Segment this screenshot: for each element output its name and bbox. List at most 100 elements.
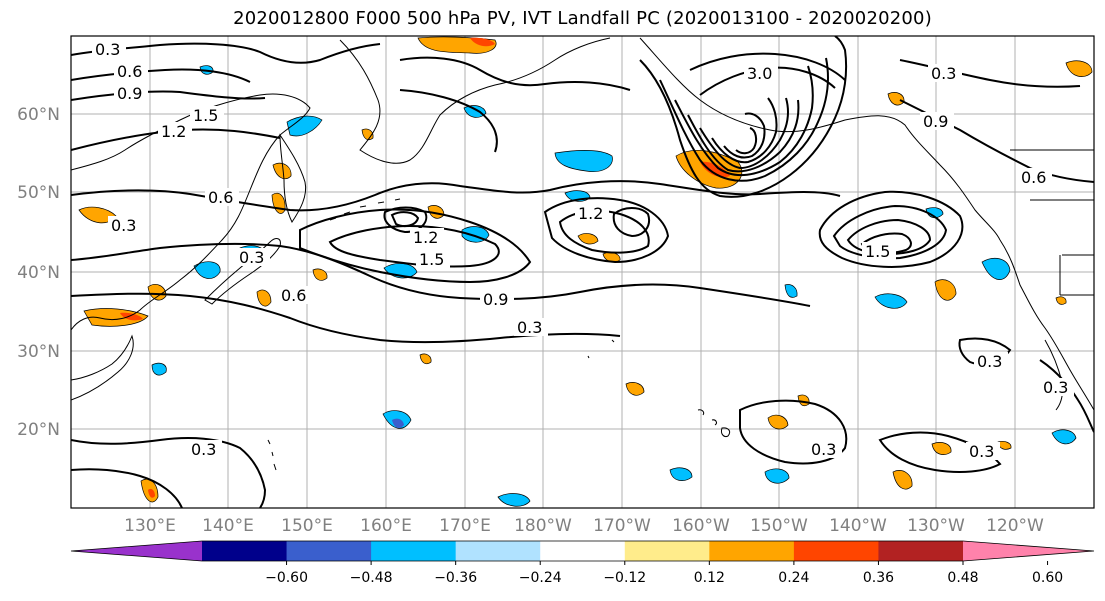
positive-core <box>470 37 495 47</box>
contour-line <box>399 56 631 91</box>
contour-label: 0.3 <box>969 442 994 461</box>
lat-label: 60°N <box>17 105 60 125</box>
coastlines <box>71 37 1094 471</box>
positive-patch <box>997 441 1012 450</box>
positive-core <box>700 161 730 178</box>
negative-patch <box>981 257 1011 280</box>
contour-line <box>878 431 1002 473</box>
contour-line <box>383 206 428 234</box>
contour-label: 0.3 <box>517 318 542 337</box>
negative-core <box>392 418 404 428</box>
colorbar-tick-label: −0.60 <box>265 570 308 586</box>
contour-label: 0.6 <box>281 286 306 305</box>
contour-line <box>71 242 811 307</box>
positive-patch <box>312 268 328 281</box>
latitude-labels: 60°N 50°N 40°N 30°N 20°N <box>17 105 60 440</box>
negative-patch <box>784 284 798 298</box>
contour-line <box>1039 359 1094 433</box>
positive-patch <box>272 162 292 179</box>
contour-label: 1.2 <box>578 204 603 223</box>
contour-line <box>699 97 789 170</box>
contour-label: 0.3 <box>1043 378 1068 397</box>
colorbar-ticks: −0.60 −0.48 −0.36 −0.24 −0.12 0.12 0.24 0.36 0.4… <box>265 561 1063 586</box>
lat-label: 50°N <box>17 183 60 203</box>
lon-label: 160°W <box>672 516 730 536</box>
contour-line <box>390 211 420 227</box>
lat-label: 30°N <box>17 342 60 362</box>
colorbar-segment <box>709 541 795 561</box>
colorbar-segment <box>286 541 372 561</box>
contour-label: 0.9 <box>117 84 142 103</box>
colorbar-segment <box>202 541 288 561</box>
colorbar-extend-low <box>71 541 202 561</box>
contour-line <box>71 90 266 101</box>
contour-line <box>612 207 650 238</box>
contour-line <box>711 97 778 164</box>
colorbar-tick-label: −0.36 <box>434 570 477 586</box>
colorbar <box>70 540 1095 562</box>
positive-patch <box>1065 60 1093 77</box>
colorbar-segment <box>878 541 964 561</box>
lon-label: 170°W <box>593 516 651 536</box>
coastline-alaska-west <box>339 37 611 164</box>
longitude-labels: 130°E 140°E 150°E 160°E 170°E 180°W 170°… <box>124 516 1044 536</box>
positive-patch <box>83 308 149 327</box>
contour-line <box>899 59 1081 88</box>
contour-label: 0.6 <box>1021 168 1046 187</box>
colorbar-tick-label: −0.48 <box>350 570 393 586</box>
contour-line <box>71 437 267 508</box>
borders-na <box>1010 149 1094 296</box>
coastline-japan <box>204 238 281 305</box>
coastline-asia <box>71 93 311 331</box>
contour-line <box>739 399 848 465</box>
contour-line <box>71 68 251 83</box>
contour-label: 0.9 <box>923 112 948 131</box>
positive-patch <box>577 233 599 245</box>
contour-line <box>543 197 670 264</box>
negative-patch <box>286 115 323 137</box>
contour-line <box>71 468 183 508</box>
colorbar-segment <box>540 541 626 561</box>
contour-label: 1.5 <box>193 106 218 125</box>
contour-line <box>328 224 500 268</box>
lon-label: 160°E <box>360 516 412 536</box>
contour-label: 0.6 <box>208 188 233 207</box>
map-title: 2020012800 F000 500 hPa PV, IVT Landfall… <box>233 8 932 29</box>
positive-patch <box>892 470 913 490</box>
contour-line <box>71 42 381 64</box>
contour-label: 1.5 <box>419 250 444 269</box>
coastline-hawaii <box>697 409 731 437</box>
positive-patch <box>625 382 645 396</box>
lon-label: 180°W <box>514 516 572 536</box>
colorbar-extend-high <box>963 541 1094 561</box>
contour-line <box>299 208 532 284</box>
contour-label: 0.3 <box>931 64 956 83</box>
negative-patch <box>463 105 487 118</box>
negative-patch <box>764 468 790 484</box>
contour-line <box>723 112 766 159</box>
contour-line <box>674 65 814 177</box>
colorbar-tick-label: −0.12 <box>603 570 646 586</box>
lon-label: 130°W <box>907 516 965 536</box>
contour-label: 1.5 <box>865 242 890 261</box>
contour-label: 0.3 <box>811 440 836 459</box>
lon-label: 130°E <box>124 516 176 536</box>
contour-line <box>639 36 848 198</box>
contour-line <box>689 52 846 81</box>
contour-label: 0.3 <box>191 440 216 459</box>
contour-line <box>687 99 800 173</box>
colorbar-segment <box>455 541 541 561</box>
positive-patch <box>934 279 957 301</box>
contour-label: 0.3 <box>239 248 264 267</box>
colorbar-tick-label: 0.24 <box>778 570 809 586</box>
lon-label: 150°W <box>750 516 808 536</box>
colorbar-tick-label: 0.36 <box>863 570 894 586</box>
negative-patch <box>669 467 693 481</box>
lon-label: 140°W <box>829 516 887 536</box>
colorbar-tick-label: −0.24 <box>519 570 562 586</box>
contour-labels: 0.3 0.6 0.9 1.5 1.2 0.6 0.3 0.3 0.6 1.5 … <box>92 40 1074 461</box>
contour-line <box>818 190 964 268</box>
negative-patch <box>874 293 908 309</box>
lon-label: 120°W <box>986 516 1044 536</box>
